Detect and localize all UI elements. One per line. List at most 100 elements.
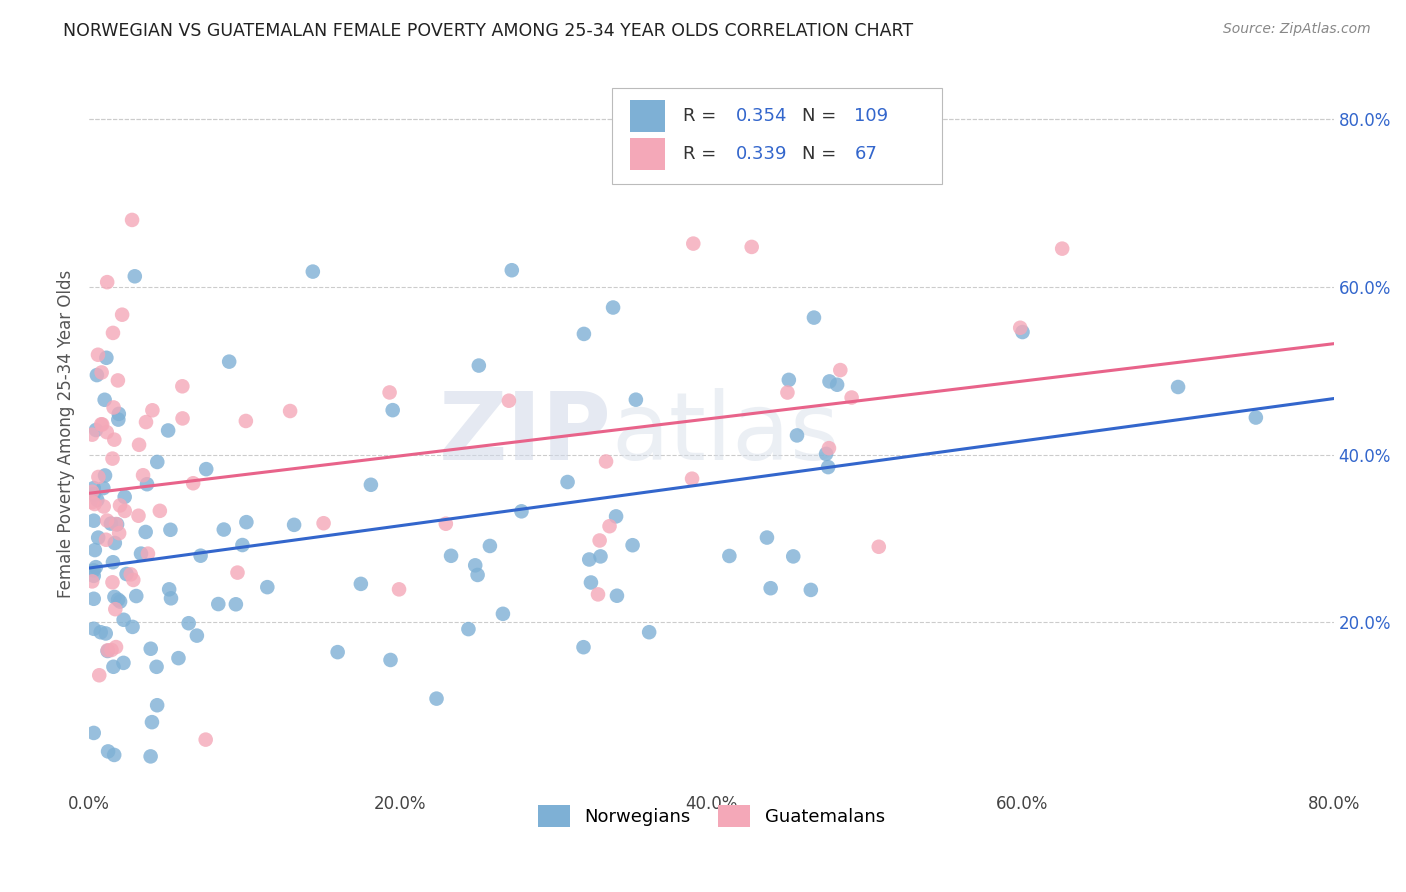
Point (231, 538, 253, 552)
Point (94, 533, 117, 547)
FancyBboxPatch shape (630, 100, 665, 132)
Point (105, 517, 128, 532)
Point (107, 592, 129, 607)
Point (388, 582, 411, 597)
Point (82, 427, 104, 442)
Point (83, 543, 105, 558)
Point (101, 451, 124, 466)
Point (186, 629, 208, 643)
Point (108, 526, 131, 541)
Point (776, 385, 799, 400)
Point (108, 407, 131, 421)
Point (112, 656, 135, 670)
Point (381, 403, 404, 417)
Point (498, 393, 520, 408)
Point (125, 589, 148, 603)
Point (468, 359, 491, 373)
Point (101, 575, 124, 590)
Point (157, 424, 180, 438)
Point (825, 377, 848, 392)
FancyBboxPatch shape (630, 138, 665, 170)
Point (800, 582, 823, 597)
Point (103, 659, 125, 673)
Legend: Norwegians, Guatemalans: Norwegians, Guatemalans (530, 797, 893, 834)
Point (104, 536, 127, 550)
Point (457, 622, 479, 636)
Point (378, 385, 401, 400)
Point (90, 366, 112, 380)
Point (212, 523, 235, 537)
Point (718, 549, 741, 563)
Point (96, 275, 118, 289)
Point (103, 747, 125, 762)
Point (93, 392, 115, 407)
Point (190, 549, 212, 563)
Point (96, 514, 118, 528)
Point (1244, 410, 1267, 425)
Point (128, 438, 150, 452)
Point (96, 425, 118, 439)
Point (841, 391, 863, 405)
Text: atlas: atlas (612, 388, 839, 480)
Point (136, 477, 159, 491)
Point (159, 523, 181, 537)
Point (778, 373, 800, 387)
Point (681, 472, 703, 486)
Point (235, 515, 257, 529)
Point (115, 567, 138, 582)
Point (127, 508, 149, 523)
Point (87, 470, 110, 484)
Text: 67: 67 (855, 145, 877, 163)
Point (741, 240, 763, 254)
Text: R =: R = (683, 107, 721, 125)
Point (100, 643, 122, 657)
Point (1050, 242, 1073, 256)
Point (181, 476, 204, 491)
Text: Source: ZipAtlas.com: Source: ZipAtlas.com (1223, 22, 1371, 37)
Point (145, 660, 167, 674)
Point (82, 495, 104, 509)
Point (595, 454, 617, 468)
Point (120, 567, 142, 582)
Point (96, 351, 118, 365)
Point (121, 620, 143, 634)
Text: NORWEGIAN VS GUATEMALAN FEMALE POVERTY AMONG 25-34 YEAR OLDS CORRELATION CHART: NORWEGIAN VS GUATEMALAN FEMALE POVERTY A… (63, 22, 914, 40)
Point (111, 308, 134, 322)
Point (93, 500, 115, 514)
Point (172, 379, 194, 393)
Point (135, 415, 157, 429)
Point (283, 517, 305, 532)
Point (599, 519, 621, 533)
Point (107, 412, 129, 426)
Point (90, 417, 112, 432)
Point (360, 477, 382, 491)
Point (105, 640, 128, 654)
Point (492, 607, 515, 621)
Point (82, 484, 104, 499)
Point (103, 401, 125, 415)
Point (817, 460, 839, 475)
Point (326, 645, 349, 659)
Point (194, 732, 217, 747)
Point (755, 531, 778, 545)
Text: 0.339: 0.339 (737, 145, 787, 163)
Point (83, 514, 105, 528)
Text: N =: N = (803, 107, 842, 125)
Point (195, 462, 218, 476)
Point (108, 499, 131, 513)
Point (579, 575, 602, 590)
Point (90, 625, 112, 640)
Point (94, 468, 117, 483)
Point (602, 301, 624, 315)
Point (114, 504, 136, 518)
Point (226, 566, 249, 580)
Point (786, 428, 808, 442)
Text: R =: R = (683, 145, 721, 163)
Point (782, 549, 804, 564)
Point (132, 468, 155, 483)
Point (83, 591, 105, 606)
Point (157, 582, 180, 597)
Point (572, 326, 595, 341)
Text: 109: 109 (855, 107, 889, 125)
Point (83, 622, 105, 636)
